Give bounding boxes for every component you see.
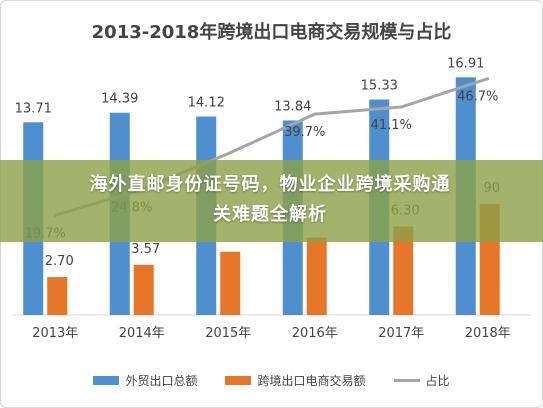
data-label-export-1: 14.39 — [101, 92, 138, 107]
legend-item-ecommerce: 跨境出口电商交易额 — [225, 372, 366, 389]
x-tick-label-5: 2018年 — [465, 326, 511, 341]
x-tick-label-0: 2013年 — [32, 326, 78, 341]
bar-ecommerce-3 — [306, 237, 327, 315]
bar-ecommerce-4 — [393, 226, 414, 315]
x-tick-label-3: 2016年 — [292, 326, 338, 341]
data-label-ecommerce-0: 2.70 — [45, 254, 74, 269]
data-label-export-5: 16.91 — [447, 56, 484, 71]
data-label-ecommerce-1: 3.57 — [131, 242, 160, 257]
chart-title: 2013-2018年跨境出口电商交易规模与占比 — [91, 22, 452, 43]
data-label-export-3: 13.84 — [274, 99, 311, 114]
overlay-line-1: 海外直邮身份证号码，物业企业跨境采购通 — [89, 174, 451, 195]
overlay-text: 海外直邮身份证号码，物业企业跨境采购通 关难题全解析 — [20, 170, 520, 230]
legend-label-export: 外贸出口总额 — [125, 373, 198, 388]
legend-label-ecommerce: 跨境出口电商交易额 — [257, 373, 366, 388]
data-label-ratio-4: 41.1% — [371, 118, 412, 133]
bar-ecommerce-1 — [133, 264, 154, 315]
bar-ecommerce-0 — [47, 277, 68, 315]
x-tick-label-4: 2017年 — [378, 326, 424, 341]
legend-swatch-ecommerce — [225, 375, 252, 385]
legend-item-export: 外贸出口总额 — [93, 372, 197, 389]
overlay-banner — [0, 160, 543, 242]
data-label-export-4: 15.33 — [361, 79, 398, 94]
x-tick-label-1: 2014年 — [119, 326, 165, 341]
data-label-ratio-5: 46.7% — [457, 90, 498, 105]
data-label-ratio-3: 39.7% — [284, 125, 325, 140]
legend: 外贸出口总额 跨境出口电商交易额 占比 — [0, 368, 543, 392]
x-tick-label-2: 2015年 — [205, 326, 251, 341]
bar-ecommerce-2 — [220, 251, 241, 315]
legend-swatch-ratio — [393, 378, 420, 382]
overlay-line-2: 关难题全解析 — [213, 204, 327, 225]
point-ratio-2 — [226, 152, 230, 156]
data-label-export-0: 13.71 — [15, 101, 52, 116]
legend-swatch-export — [93, 375, 120, 385]
data-label-export-2: 14.12 — [188, 96, 225, 111]
point-ratio-5 — [486, 77, 490, 81]
point-ratio-4 — [399, 105, 403, 109]
legend-label-ratio: 占比 — [425, 373, 450, 388]
point-ratio-3 — [313, 112, 317, 116]
legend-item-ratio: 占比 — [393, 372, 450, 389]
